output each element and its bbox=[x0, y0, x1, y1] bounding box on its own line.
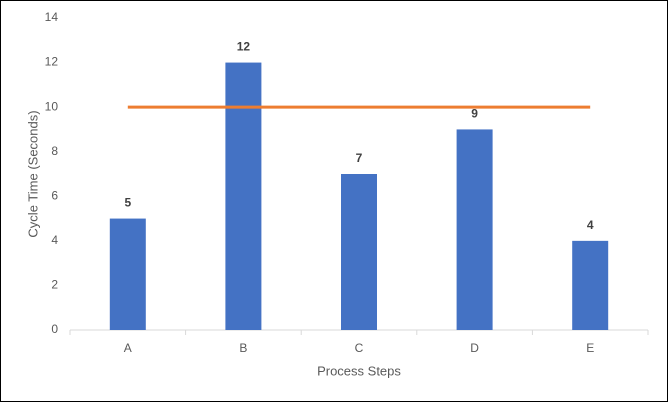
y-tick-label: 4 bbox=[51, 233, 58, 247]
bar bbox=[341, 174, 377, 330]
y-tick-label: 8 bbox=[51, 144, 58, 158]
y-tick-label: 14 bbox=[45, 10, 59, 24]
x-tick-label: C bbox=[355, 341, 364, 355]
y-tick-label: 0 bbox=[51, 322, 58, 336]
y-tick-label: 2 bbox=[51, 278, 58, 292]
y-axis-label: Cycle Time (Seconds) bbox=[25, 110, 40, 237]
x-tick-label: A bbox=[124, 341, 132, 355]
bar bbox=[225, 62, 262, 330]
bar bbox=[572, 240, 609, 330]
x-tick-label: E bbox=[586, 341, 594, 355]
y-tick-label: 12 bbox=[45, 55, 59, 69]
data-label: 12 bbox=[237, 40, 251, 54]
data-label: 4 bbox=[587, 218, 594, 232]
x-tick-label: B bbox=[239, 341, 247, 355]
y-tick-label: 10 bbox=[45, 99, 59, 113]
data-label: 9 bbox=[471, 107, 478, 121]
bar bbox=[456, 129, 493, 330]
data-label: 5 bbox=[124, 196, 131, 210]
y-tick-label: 6 bbox=[51, 188, 58, 202]
bar bbox=[109, 218, 146, 330]
x-tick-label: D bbox=[470, 341, 479, 355]
data-label: 7 bbox=[356, 151, 363, 165]
x-axis-label: Process Steps bbox=[317, 363, 401, 378]
